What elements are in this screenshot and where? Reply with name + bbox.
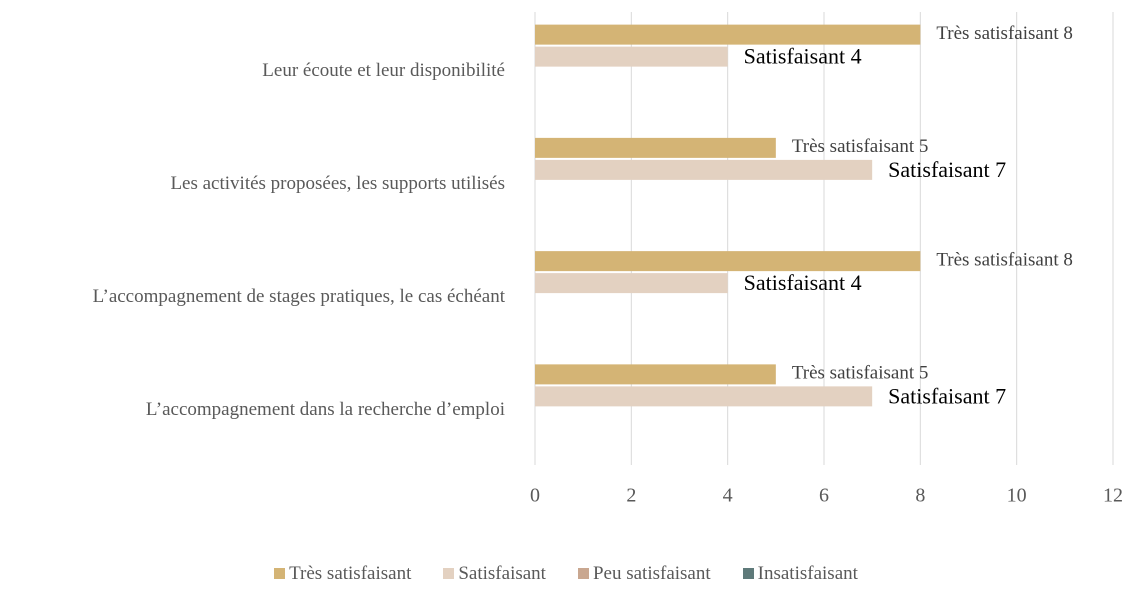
y-tick-label: L’accompagnement de stages pratiques, le… <box>92 286 505 308</box>
x-tick-label: 4 <box>723 485 733 507</box>
legend-label: Insatisfaisant <box>757 563 858 584</box>
legend-swatch <box>742 568 754 579</box>
data-label: Satisfaisant 4 <box>744 270 862 295</box>
x-tick-label: 6 <box>819 485 829 507</box>
bar <box>535 273 728 294</box>
x-tick-label: 8 <box>915 485 925 507</box>
data-label: Satisfaisant 7 <box>888 383 1006 408</box>
data-label: Satisfaisant 4 <box>744 44 862 69</box>
bar <box>535 137 776 158</box>
legend-label: Très satisfaisant <box>289 563 412 584</box>
bar <box>535 159 873 180</box>
legend-item: Peu satisfaisant <box>577 563 711 584</box>
legend-item: Insatisfaisant <box>742 563 858 584</box>
bar <box>535 364 776 385</box>
legend-item: Très satisfaisant <box>274 563 411 584</box>
x-tick-label: 12 <box>1103 485 1123 507</box>
legend-swatch <box>577 568 589 579</box>
y-tick-label: L’accompagnement dans la recherche d’emp… <box>145 399 505 421</box>
data-label: Satisfaisant 7 <box>888 157 1006 182</box>
legend-label: Satisfaisant <box>458 563 546 584</box>
data-label: Très satisfaisant 5 <box>792 363 929 384</box>
y-tick-label: Les activités proposées, les supports ut… <box>170 172 505 194</box>
data-label: Très satisfaisant 8 <box>936 249 1073 270</box>
legend-label: Peu satisfaisant <box>592 563 711 584</box>
y-tick-label: Leur écoute et leur disponibilité <box>262 59 505 81</box>
x-tick-label: 0 <box>530 485 540 507</box>
legend: Très satisfaisant Satisfaisant Peu satisfa… <box>0 563 1132 585</box>
bar <box>535 251 921 272</box>
data-label: Très satisfaisant 8 <box>936 23 1073 44</box>
x-tick-label: 2 <box>626 485 636 507</box>
legend-item: Satisfaisant <box>443 563 546 584</box>
legend-swatch <box>443 568 455 579</box>
x-tick-label: 10 <box>1007 485 1027 507</box>
bar <box>535 386 873 407</box>
bar <box>535 46 728 67</box>
bar <box>535 24 921 45</box>
data-label: Très satisfaisant 5 <box>792 136 929 157</box>
legend-swatch <box>274 568 286 579</box>
